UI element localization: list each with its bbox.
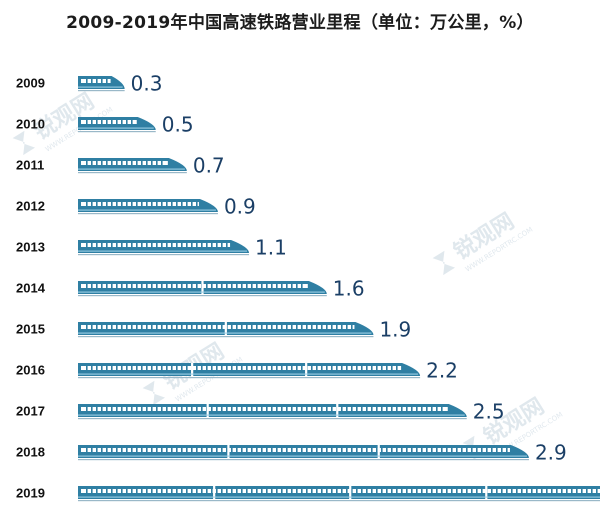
- train-bar: [78, 76, 125, 92]
- value-label: 0.5: [162, 113, 194, 137]
- year-label: 2013: [16, 240, 45, 255]
- value-label: 1.6: [333, 277, 365, 301]
- value-label: 1.1: [255, 236, 287, 260]
- train-bar: [78, 240, 250, 256]
- year-label: 2010: [16, 117, 45, 132]
- chart-title: 2009-2019年中国高速铁路营业里程（单位：万公里，%）: [66, 13, 534, 33]
- value-label: 2.5: [473, 400, 505, 424]
- train-bar: [78, 322, 374, 338]
- year-label: 2018: [16, 445, 45, 460]
- train-bar: [78, 158, 187, 174]
- train-bar: [78, 199, 218, 215]
- value-label: 0.3: [131, 72, 163, 96]
- year-label: 2016: [16, 363, 45, 378]
- value-label: 1.9: [379, 318, 411, 342]
- year-label: 2015: [16, 322, 45, 337]
- year-label: 2017: [16, 404, 45, 419]
- train-bar: [78, 117, 156, 133]
- year-label: 2014: [16, 281, 46, 296]
- watermark-logo: [432, 250, 456, 276]
- year-label: 2011: [16, 158, 44, 173]
- train-bar: [78, 363, 421, 379]
- train-bar: [78, 445, 529, 461]
- watermark-logo: [142, 380, 166, 406]
- value-label: 2.2: [426, 359, 458, 383]
- year-label: 2009: [16, 76, 45, 91]
- train-bar: [78, 281, 327, 297]
- year-label: 2019: [16, 486, 45, 501]
- year-label: 2012: [16, 199, 45, 214]
- watermark-logo: [12, 130, 36, 156]
- train-bar: [78, 486, 600, 502]
- value-label: 0.9: [224, 195, 256, 219]
- value-label: 0.7: [193, 154, 225, 178]
- value-label: 2.9: [535, 441, 567, 465]
- train-bar: [78, 404, 467, 420]
